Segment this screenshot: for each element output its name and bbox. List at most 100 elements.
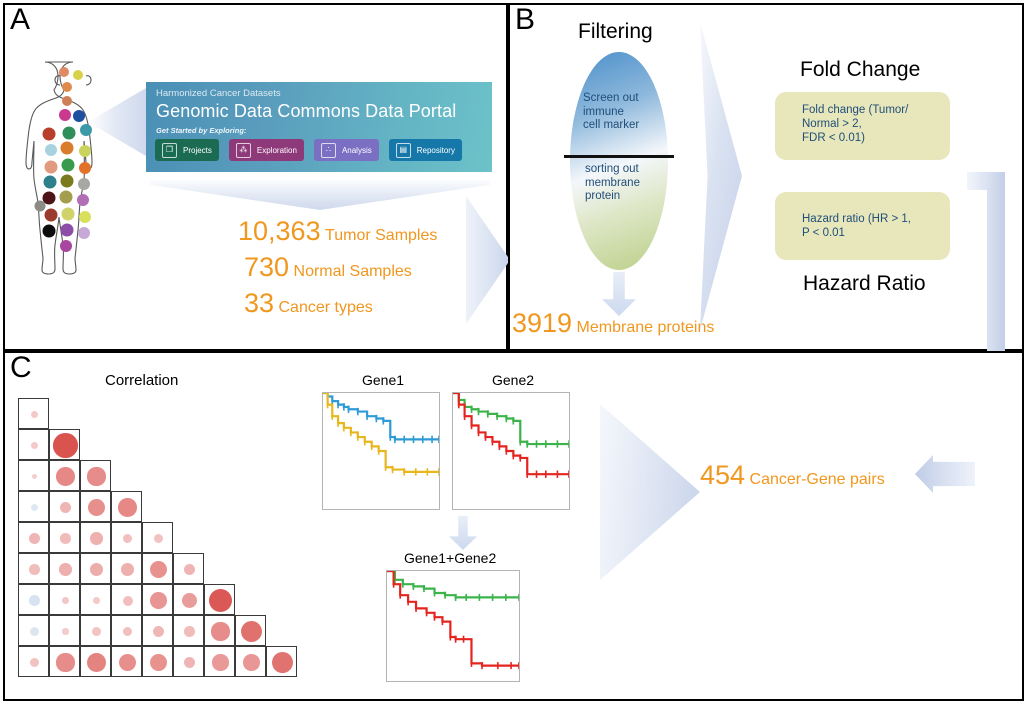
correlation-cell bbox=[80, 553, 111, 584]
stat-normal-number: 730 bbox=[244, 252, 290, 282]
correlation-dot bbox=[92, 627, 101, 636]
gdc-explore-label: Get Started by Exploring: bbox=[156, 126, 247, 135]
ellipse-divider bbox=[564, 155, 674, 158]
gdc-button-label: Analysis bbox=[341, 145, 372, 155]
stat-cancer-gene-pairs: 454 Cancer-Gene pairs bbox=[700, 460, 885, 491]
km-title-combined: Gene1+Gene2 bbox=[404, 550, 497, 566]
correlation-dot bbox=[149, 560, 168, 579]
km-curve bbox=[323, 393, 439, 439]
stat-tumor-samples: 10,363 Tumor Samples bbox=[238, 216, 437, 247]
stat-pairs-label: Cancer-Gene pairs bbox=[749, 471, 885, 488]
gdc-banner-subtitle: Harmonized Cancer Datasets bbox=[156, 88, 281, 99]
human-body-svg bbox=[25, 61, 93, 275]
correlation-cell bbox=[111, 553, 142, 584]
correlation-cell bbox=[18, 646, 49, 677]
correlation-dot bbox=[53, 433, 78, 458]
gdc-button-projects[interactable]: ❐ Projects bbox=[155, 139, 219, 161]
correlation-cell bbox=[204, 584, 235, 615]
km-curve bbox=[453, 393, 569, 474]
cancer-site-dot bbox=[45, 144, 57, 156]
correlation-cell bbox=[80, 460, 111, 491]
cancer-site-dot bbox=[59, 190, 73, 204]
cancer-site-dot bbox=[73, 110, 85, 122]
cancer-site-dot bbox=[79, 145, 91, 157]
correlation-cell bbox=[111, 615, 142, 646]
correlation-dot bbox=[62, 628, 69, 635]
fold-change-box-text: Fold change (Tumor/Normal > 2, FDR < 0.01… bbox=[802, 104, 909, 144]
correlation-cell bbox=[142, 615, 173, 646]
cancer-site-dot bbox=[60, 141, 74, 155]
correlation-dot bbox=[86, 652, 106, 672]
fold-change-box bbox=[775, 92, 950, 160]
correlation-cell bbox=[49, 646, 80, 677]
correlation-dot bbox=[152, 625, 165, 638]
gdc-button-row: ❐ Projects ⁂ Exploration ∴ Analysis ▤ Repositor… bbox=[155, 139, 462, 161]
correlation-dot bbox=[29, 595, 40, 606]
fold-change-heading: Fold Change bbox=[800, 58, 921, 81]
correlation-dot bbox=[29, 626, 39, 636]
correlation-dot bbox=[93, 597, 100, 604]
stat-membrane-label: Membrane proteins bbox=[576, 319, 715, 336]
correlation-cell bbox=[111, 491, 142, 522]
correlation-cell bbox=[111, 522, 142, 553]
correlation-cell bbox=[18, 522, 49, 553]
cancer-site-dot bbox=[34, 200, 46, 212]
cancer-site-dot bbox=[43, 175, 57, 189]
correlation-cell bbox=[80, 522, 111, 553]
correlation-cell bbox=[18, 584, 49, 615]
correlation-cell bbox=[49, 491, 80, 522]
correlation-dot bbox=[181, 592, 198, 609]
cancer-site-dot bbox=[42, 127, 56, 141]
gdc-button-exploration[interactable]: ⁂ Exploration bbox=[228, 139, 304, 161]
human-body-cancer-sites bbox=[18, 58, 128, 278]
gdc-button-analysis[interactable]: ∴ Analysis bbox=[313, 139, 379, 161]
hazard-ratio-heading: Hazard Ratio bbox=[803, 272, 926, 295]
correlation-cell bbox=[111, 646, 142, 677]
correlation-dot bbox=[208, 588, 233, 613]
gdc-button-repository[interactable]: ▤ Repository bbox=[388, 139, 462, 161]
correlation-dot bbox=[56, 653, 75, 672]
correlation-cell bbox=[80, 584, 111, 615]
cancer-site-dot bbox=[60, 223, 74, 237]
stat-cancer-label: Cancer types bbox=[278, 299, 373, 316]
correlation-dot bbox=[122, 595, 133, 606]
correlation-cell bbox=[235, 615, 266, 646]
stat-cancer-number: 33 bbox=[244, 288, 275, 318]
correlation-dot bbox=[118, 653, 137, 672]
correlation-cell bbox=[49, 522, 80, 553]
database-icon: ▤ bbox=[395, 142, 411, 158]
cancer-site-dot bbox=[77, 194, 89, 206]
correlation-dot bbox=[56, 467, 75, 486]
correlation-dot bbox=[30, 410, 39, 419]
correlation-cell bbox=[49, 553, 80, 584]
correlation-dot bbox=[121, 563, 134, 576]
correlation-dot bbox=[29, 657, 39, 667]
correlation-dot bbox=[243, 654, 260, 671]
correlation-dot bbox=[61, 596, 70, 605]
panel-c-letter: C bbox=[10, 351, 32, 384]
correlation-cell bbox=[204, 615, 235, 646]
correlation-dot bbox=[183, 656, 196, 669]
stat-normal-label: Normal Samples bbox=[293, 263, 412, 280]
correlation-dot bbox=[240, 620, 263, 643]
correlation-dot bbox=[150, 592, 167, 609]
cancer-site-dot bbox=[80, 124, 92, 136]
correlation-dot bbox=[30, 503, 39, 512]
cancer-site-dot bbox=[61, 158, 75, 172]
correlation-cell bbox=[49, 584, 80, 615]
cancer-site-dot bbox=[62, 126, 76, 140]
gdc-button-label: Exploration bbox=[256, 145, 297, 155]
copy-icon: ❐ bbox=[162, 142, 177, 158]
sorting-membrane-text: sorting out membrane protein bbox=[585, 163, 640, 202]
correlation-cell bbox=[173, 646, 204, 677]
cancer-site-dot bbox=[42, 224, 56, 238]
correlation-cell bbox=[142, 553, 173, 584]
correlation-dot bbox=[149, 653, 168, 672]
correlation-cell bbox=[266, 646, 297, 677]
correlation-cell bbox=[18, 429, 49, 460]
km-svg-combined bbox=[387, 571, 519, 681]
correlation-cell bbox=[80, 646, 111, 677]
correlation-dot bbox=[212, 654, 229, 671]
correlation-dot bbox=[32, 474, 37, 479]
km-title-gene1: Gene1 bbox=[362, 372, 405, 388]
